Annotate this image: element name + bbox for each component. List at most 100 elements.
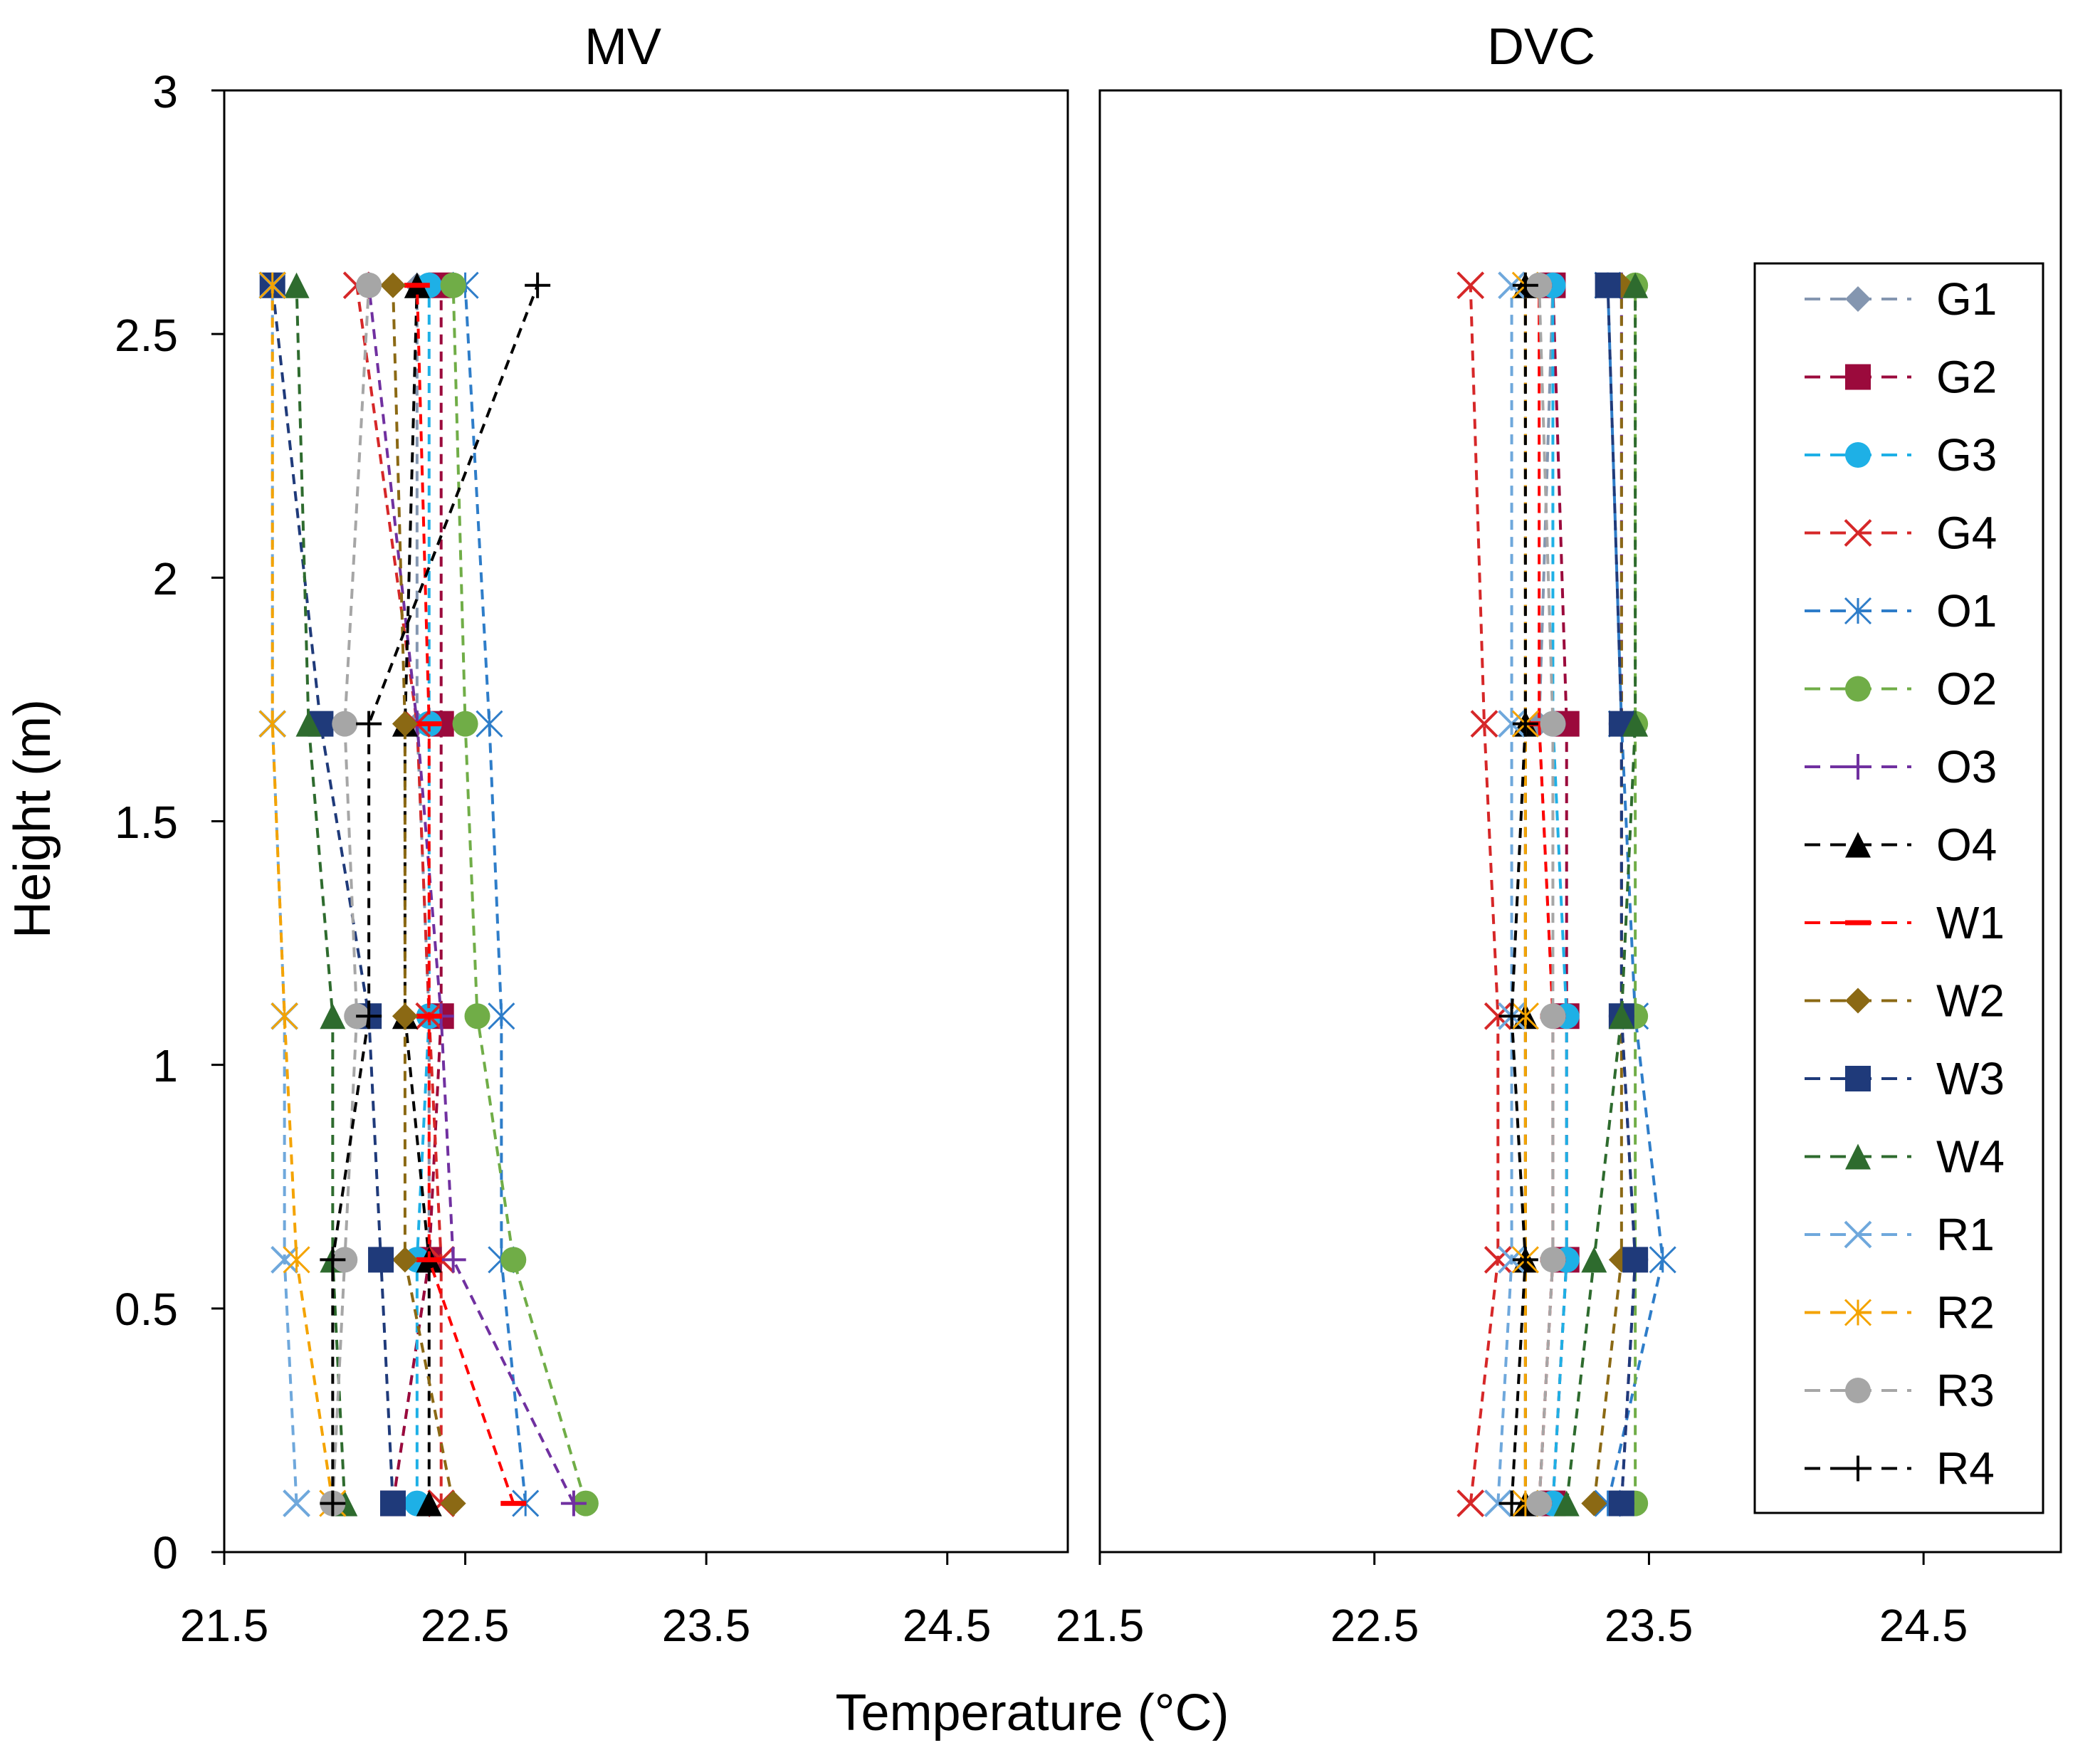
x-axis-label: Temperature (°C) (836, 1685, 1229, 1741)
legend-marker (1845, 442, 1871, 468)
legend-marker (1845, 987, 1871, 1014)
data-point (356, 711, 382, 737)
data-point (1511, 1002, 1539, 1030)
y-tick-label: 1.5 (115, 797, 178, 848)
legend-item: O4 (1805, 819, 1997, 871)
legend-marker (1844, 1299, 1872, 1326)
legend-items: G1 G2 G3 G4 O1 O2 O3 O4 W1 W2 W3 W4 R1 R2 R3 R4 (1805, 273, 2005, 1494)
data-point (1512, 711, 1538, 737)
data-point (452, 711, 478, 737)
data-point (392, 1003, 418, 1030)
data-point (1498, 271, 1526, 300)
data-point (1470, 710, 1498, 738)
series-line (392, 285, 443, 1504)
data-point (1526, 272, 1553, 298)
data-point (320, 1490, 346, 1516)
series-line (403, 285, 431, 1504)
data-point (332, 711, 358, 737)
legend-label: W1 (1936, 897, 2005, 948)
x-tick-labels-dvc: 21.5 22.5 23.5 24.5 (1056, 1600, 1968, 1651)
data-point (1498, 710, 1526, 738)
data-point (392, 711, 418, 737)
legend-label: O1 (1936, 585, 1997, 636)
data-point (488, 1002, 515, 1030)
legend-label: G1 (1936, 273, 1997, 325)
data-point (1595, 272, 1621, 298)
data-point (271, 1002, 298, 1030)
legend-label: O3 (1936, 741, 1997, 792)
data-point (283, 272, 310, 298)
data-point (560, 1490, 587, 1516)
series-line (392, 285, 431, 1504)
data-point (320, 1247, 346, 1273)
y-tick-label: 2 (152, 553, 178, 604)
legend-marker (1845, 1066, 1871, 1091)
data-point (1581, 1490, 1607, 1516)
data-point (1484, 1245, 1512, 1274)
legend-label: W4 (1936, 1131, 2005, 1183)
series-group-mv (258, 271, 599, 1517)
x-tick-label: 24.5 (903, 1600, 992, 1651)
data-point (1540, 1003, 1566, 1030)
legend-item: O1 (1805, 585, 1997, 636)
data-point (283, 1489, 310, 1517)
data-point (258, 710, 286, 738)
legend-marker (1845, 364, 1871, 390)
legend-item: R1 (1805, 1209, 1995, 1260)
x-tick-label: 24.5 (1879, 1600, 1968, 1651)
legend-label: R4 (1936, 1443, 1995, 1494)
data-point (356, 272, 382, 298)
x-tick-label: 21.5 (1056, 1600, 1145, 1651)
series-line (1592, 285, 1623, 1504)
data-point (1608, 1003, 1634, 1030)
data-point (464, 1003, 490, 1030)
legend-item: G1 (1805, 273, 1997, 325)
x-tick-label: 22.5 (421, 1600, 510, 1651)
data-point (283, 1246, 310, 1274)
data-point (380, 272, 406, 298)
y-tick-label: 0 (152, 1527, 178, 1578)
data-point (1540, 1247, 1566, 1273)
data-point (1484, 1489, 1512, 1517)
legend-marker (1845, 832, 1871, 858)
legend-item: O3 (1805, 741, 1997, 792)
legend-marker (1845, 286, 1871, 312)
legend-label: O2 (1936, 664, 1997, 715)
data-point (1553, 1490, 1580, 1516)
legend-item: R2 (1805, 1287, 1995, 1338)
legend-label: O4 (1936, 819, 1997, 871)
data-point (440, 1247, 466, 1273)
legend-label: G3 (1936, 429, 1997, 481)
legend-marker (1845, 1378, 1871, 1403)
legend-item: O2 (1805, 664, 1997, 715)
y-tick-label: 2.5 (115, 310, 178, 361)
legend-item: W4 (1805, 1131, 2005, 1183)
x-tick-label: 21.5 (180, 1600, 269, 1651)
data-point (368, 1247, 394, 1273)
series-dvc-w4 (1553, 272, 1649, 1516)
data-point (1649, 1246, 1676, 1274)
data-point (416, 1490, 442, 1516)
data-point (271, 1245, 299, 1274)
series-mv-w1 (404, 283, 527, 1507)
legend-item: R4 (1805, 1443, 1995, 1494)
legend-item: G3 (1805, 429, 1997, 481)
data-point (1498, 1003, 1525, 1030)
data-point (1456, 271, 1485, 300)
legend: G1 G2 G3 G4 O1 O2 O3 O4 W1 W2 W3 W4 R1 R2 R3 R4 (1753, 262, 2044, 1514)
x-tick-label: 22.5 (1330, 1600, 1419, 1651)
x-tick-label: 23.5 (1605, 1600, 1694, 1651)
series-line (271, 285, 335, 1504)
data-point (1540, 711, 1566, 737)
data-point (258, 271, 286, 299)
tick-marks (211, 89, 1925, 1565)
panel-frame-dvc (1098, 89, 2062, 1554)
series-line (331, 285, 540, 1504)
legend-marker (1845, 754, 1871, 780)
legend-frame (1753, 262, 2044, 1514)
legend-label: R3 (1936, 1365, 1995, 1416)
data-point (440, 1490, 466, 1516)
data-point (1498, 1490, 1525, 1516)
legend-label: G4 (1936, 508, 1997, 559)
